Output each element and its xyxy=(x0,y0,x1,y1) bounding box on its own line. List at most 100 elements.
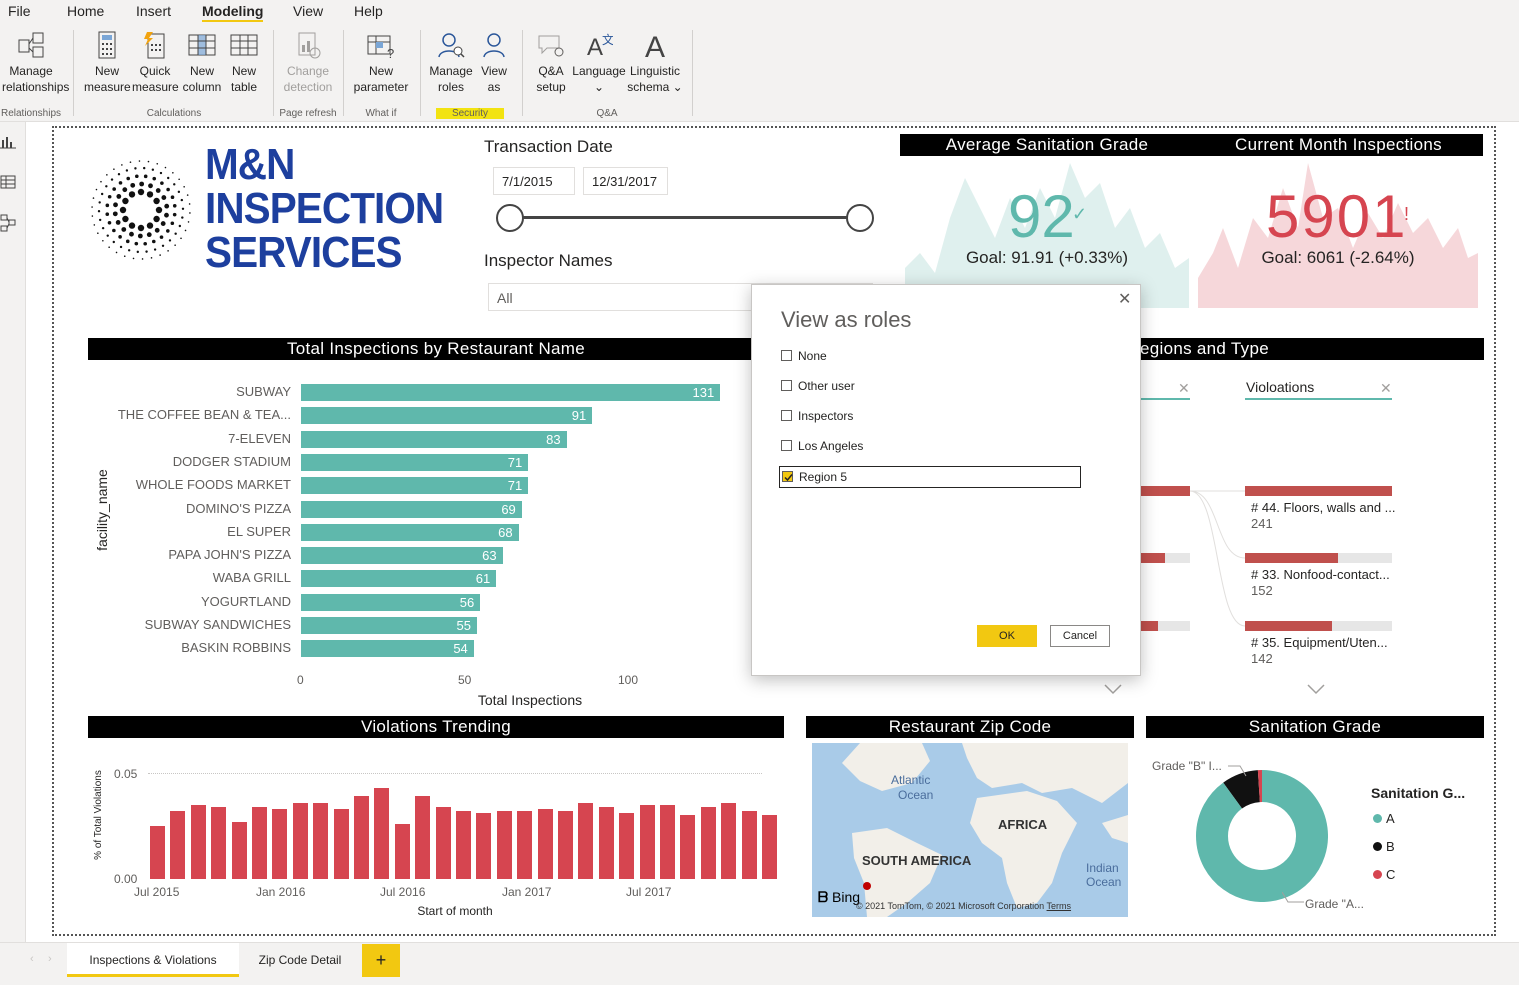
checkbox[interactable] xyxy=(781,410,792,421)
trend-bar[interactable] xyxy=(639,804,655,879)
trend-bar[interactable] xyxy=(762,815,777,879)
trend-bar[interactable] xyxy=(619,813,635,879)
chevron-down-icon[interactable] xyxy=(1104,682,1122,700)
restaurant-bar[interactable] xyxy=(301,617,477,634)
trend-bar[interactable] xyxy=(313,802,329,879)
checkbox-checked[interactable] xyxy=(782,471,793,482)
restaurant-bar[interactable] xyxy=(301,593,481,611)
legend-item-b[interactable]: B xyxy=(1373,839,1395,854)
violation-bar[interactable] xyxy=(1245,486,1392,496)
restaurant-bar[interactable] xyxy=(301,384,721,401)
trend-bar[interactable] xyxy=(680,815,696,879)
trend-bar[interactable] xyxy=(374,787,390,879)
manage-roles-button[interactable]: Manage roles xyxy=(427,30,475,95)
role-option-region-5[interactable]: Region 5 xyxy=(782,468,847,486)
new-table-button[interactable]: New table xyxy=(225,30,263,95)
tab-inspections-violations[interactable]: Inspections & Violations xyxy=(67,943,239,977)
trend-bar[interactable] xyxy=(517,811,533,879)
date-start-input[interactable]: 7/1/2015 xyxy=(493,167,575,195)
menu-help[interactable]: Help xyxy=(354,3,383,19)
date-start-handle[interactable] xyxy=(496,204,524,232)
quick-measure-button[interactable]: Quick measure xyxy=(132,30,179,95)
map-terms-link[interactable]: Terms xyxy=(1046,901,1072,911)
role-option-inspectors[interactable]: Inspectors xyxy=(781,407,853,425)
new-column-button[interactable]: New column xyxy=(180,30,224,95)
model-view-icon[interactable] xyxy=(0,214,16,237)
trend-bar[interactable] xyxy=(435,806,451,879)
menu-home[interactable]: Home xyxy=(67,3,105,19)
restaurant-bar[interactable] xyxy=(301,477,529,495)
view-as-button[interactable]: View as xyxy=(476,30,512,95)
trend-bar[interactable] xyxy=(272,809,288,879)
chevron-down-icon[interactable] xyxy=(1307,682,1325,700)
restaurant-bar[interactable] xyxy=(301,453,529,471)
report-view-icon[interactable] xyxy=(0,134,16,155)
tab-prev-icon[interactable]: ‹ xyxy=(30,953,34,965)
tab-zip-code-detail[interactable]: Zip Code Detail xyxy=(258,953,342,967)
trend-bar[interactable] xyxy=(170,811,186,879)
restaurant-bar[interactable] xyxy=(301,430,567,448)
restaurant-bar[interactable] xyxy=(301,523,519,541)
violation-bar[interactable] xyxy=(1245,553,1338,563)
trend-bar[interactable] xyxy=(721,802,737,879)
trend-bar[interactable] xyxy=(456,811,471,879)
ok-button[interactable]: OK xyxy=(977,625,1037,647)
trend-bar[interactable] xyxy=(252,806,267,879)
restaurant-bar[interactable] xyxy=(301,640,474,658)
trend-bar[interactable] xyxy=(211,806,227,879)
trend-bar[interactable] xyxy=(558,811,573,879)
new-parameter-button[interactable]: ? New parameter xyxy=(350,30,412,95)
trend-bar[interactable] xyxy=(700,806,716,879)
trend-bar[interactable] xyxy=(150,826,165,879)
map-view[interactable]: Atlantic Ocean AFRICA SOUTH AMERICA Indi… xyxy=(812,743,1128,917)
trend-bar[interactable] xyxy=(660,804,675,879)
close-icon[interactable]: ✕ xyxy=(1118,291,1132,308)
trend-bar[interactable] xyxy=(537,809,553,879)
trend-bar[interactable] xyxy=(415,796,431,879)
trend-bar[interactable] xyxy=(292,802,308,879)
add-page-button[interactable]: + xyxy=(362,944,400,977)
cancel-button[interactable]: Cancel xyxy=(1050,625,1110,647)
menu-insert[interactable]: Insert xyxy=(136,3,172,19)
restaurant-bar[interactable] xyxy=(301,500,522,518)
linguistic-schema-button[interactable]: A Linguistic schema ⌄ xyxy=(627,31,683,94)
trend-bar[interactable] xyxy=(741,811,757,879)
manage-relationships-button[interactable]: Manage relationships xyxy=(2,30,69,95)
role-option-none[interactable]: None xyxy=(781,347,827,365)
violation-bar[interactable] xyxy=(1245,621,1332,631)
new-measure-button[interactable]: New measure xyxy=(84,30,131,95)
data-view-icon[interactable] xyxy=(0,174,16,195)
menu-view[interactable]: View xyxy=(293,3,324,19)
trend-bar[interactable] xyxy=(354,796,369,879)
restaurant-bar[interactable] xyxy=(301,570,497,588)
restaurant-bar[interactable] xyxy=(301,407,593,425)
checkbox[interactable] xyxy=(781,440,792,451)
trend-bar[interactable] xyxy=(476,813,492,879)
checkbox[interactable] xyxy=(781,380,792,391)
tab-next-icon[interactable]: › xyxy=(48,953,52,965)
trend-bar[interactable] xyxy=(496,811,512,879)
restaurant-bar[interactable] xyxy=(301,547,503,565)
trend-bar[interactable] xyxy=(394,823,410,879)
donut-slice-a[interactable] xyxy=(1196,770,1328,902)
role-option-los-angeles[interactable]: Los Angeles xyxy=(781,437,863,455)
donut-slice-b[interactable] xyxy=(1223,770,1261,809)
close-icon[interactable]: ✕ xyxy=(1380,380,1392,396)
date-end-input[interactable]: 12/31/2017 xyxy=(583,167,668,195)
checkbox[interactable] xyxy=(781,350,792,361)
menu-modeling[interactable]: Modeling xyxy=(202,3,264,22)
trend-bar[interactable] xyxy=(598,806,614,879)
qa-setup-button[interactable]: Q&A setup xyxy=(530,30,572,95)
trend-bar[interactable] xyxy=(578,802,594,879)
trend-bar[interactable] xyxy=(231,821,247,879)
trend-bar[interactable] xyxy=(190,804,206,879)
date-end-handle[interactable] xyxy=(846,204,874,232)
trend-bar[interactable] xyxy=(333,809,349,879)
role-option-other-user[interactable]: Other user xyxy=(781,377,855,395)
change-detection-button[interactable]: Change detection xyxy=(280,30,336,95)
legend-item-a[interactable]: A xyxy=(1373,811,1395,826)
menu-file[interactable]: File xyxy=(8,3,31,19)
close-icon[interactable]: ✕ xyxy=(1178,380,1190,396)
legend-item-c[interactable]: C xyxy=(1373,867,1395,882)
